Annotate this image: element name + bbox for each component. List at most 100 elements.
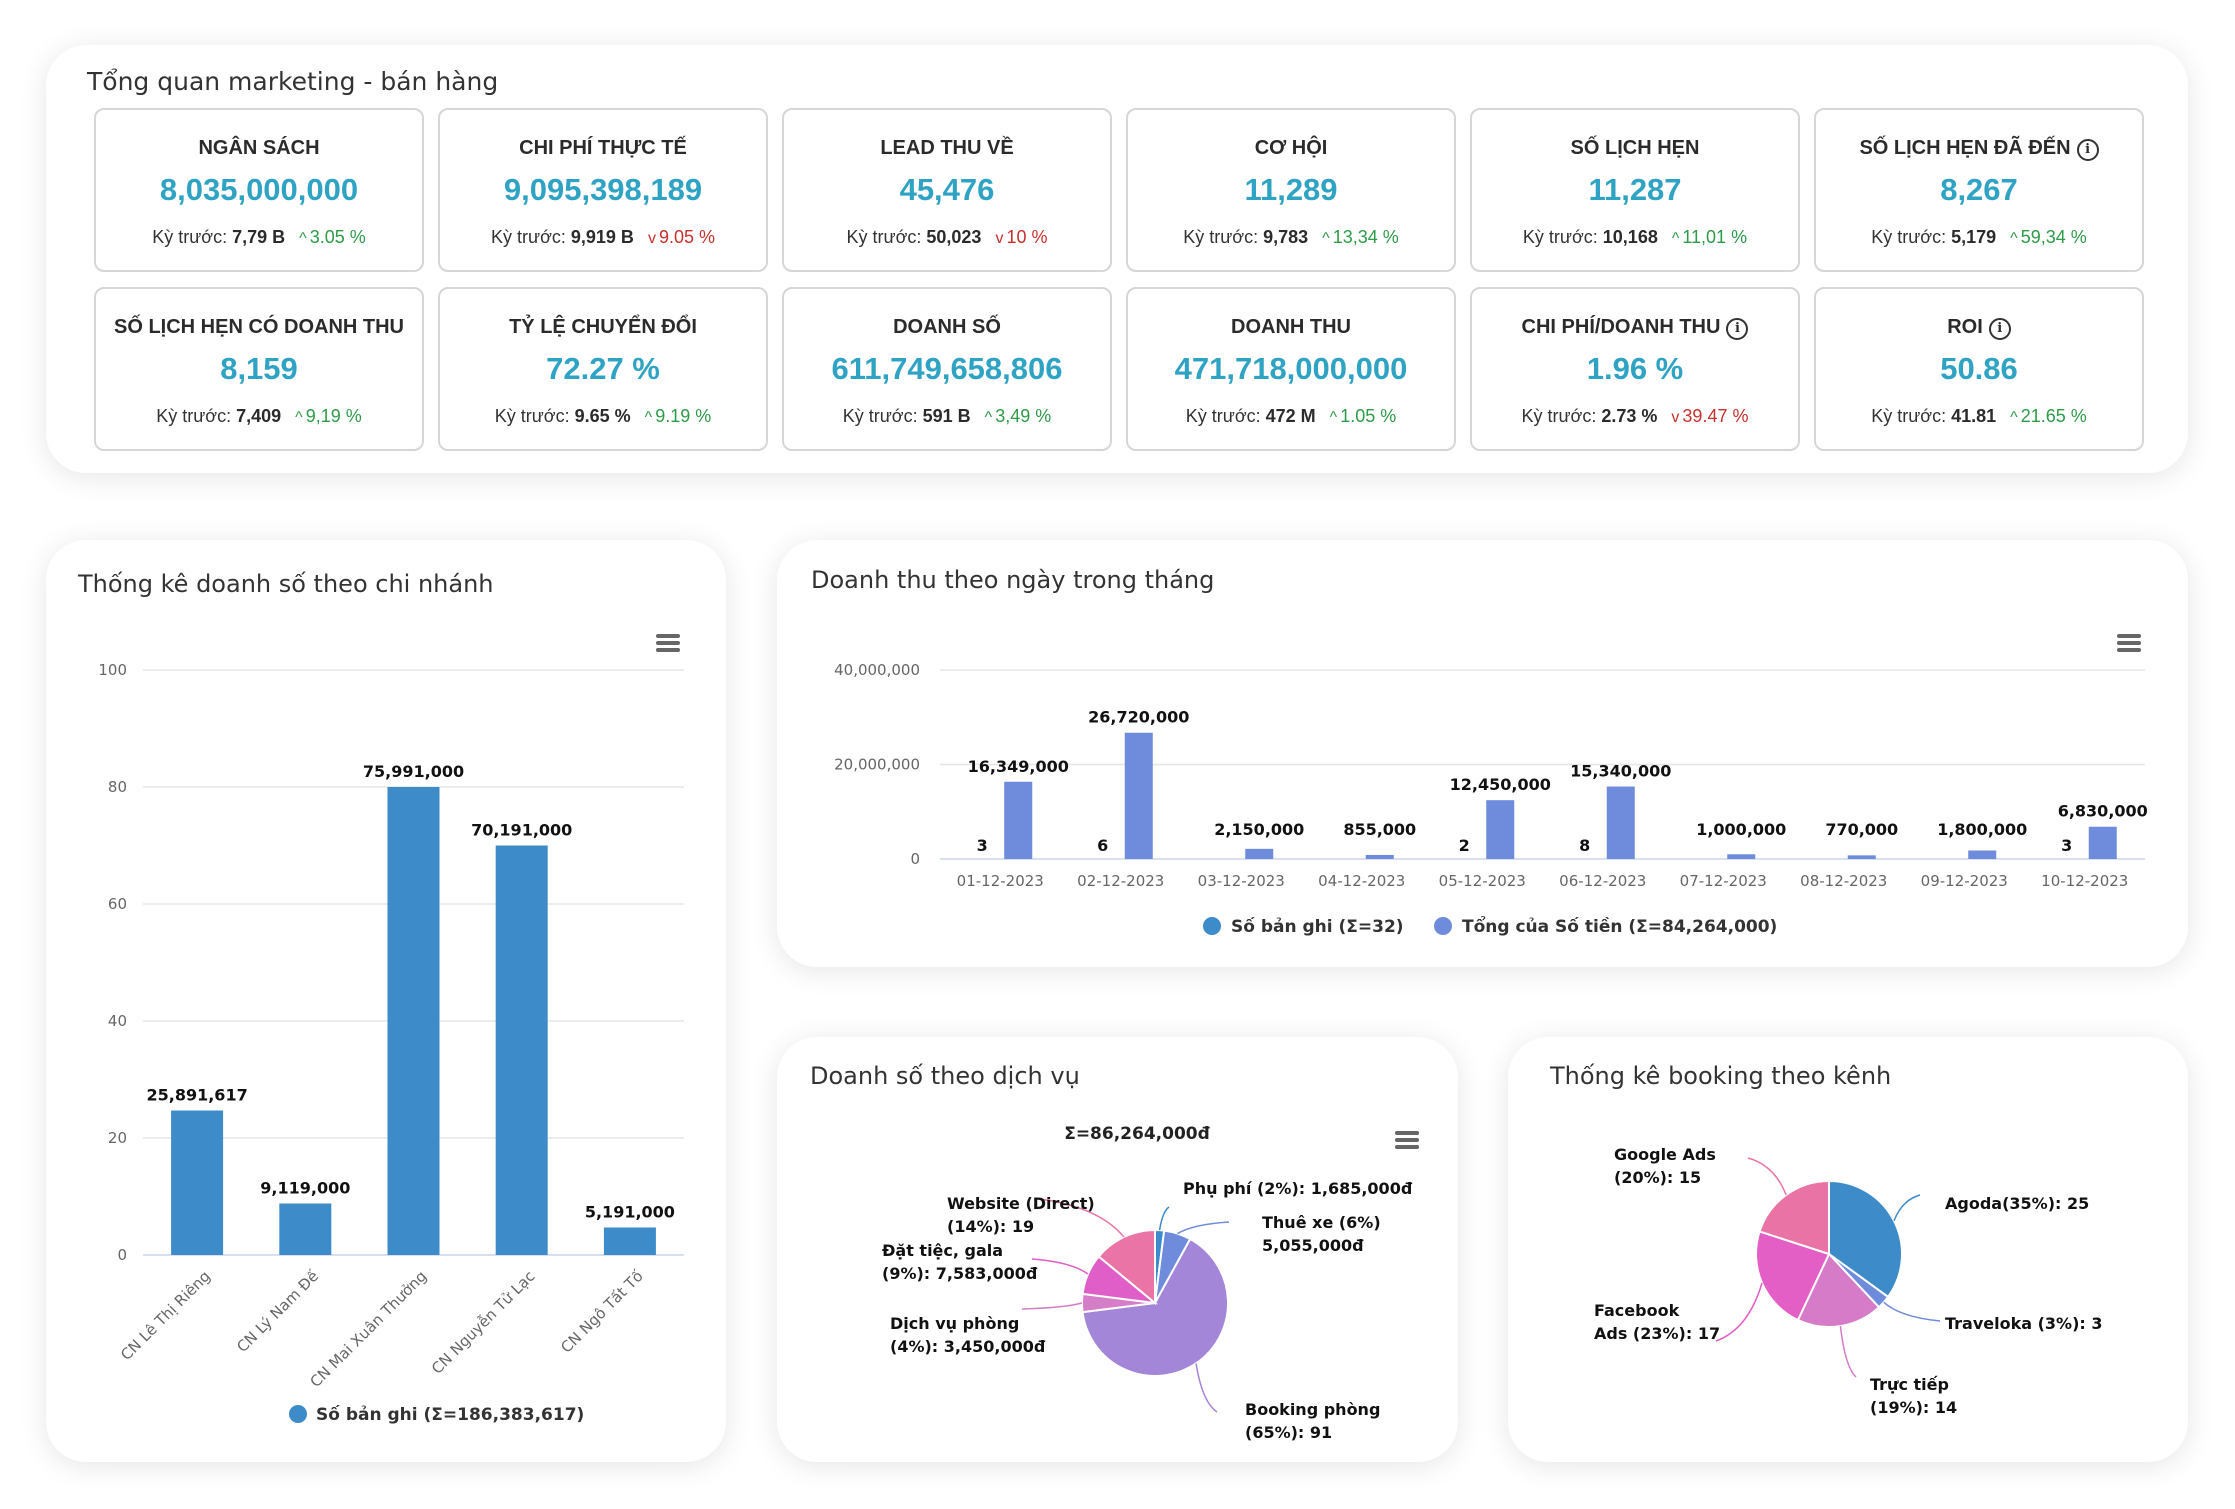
x-tick-label: CN Nguyễn Tử Lạc: [428, 1267, 539, 1378]
kpi-card[interactable]: DOANH SỐ 611,749,658,806 Kỳ trước: 591 B ^ 3…: [782, 287, 1112, 451]
kpi-label-text: NGÂN SÁCH: [198, 137, 320, 159]
amount-data-label: 16,349,000: [968, 757, 1069, 776]
kpi-card[interactable]: CHI PHÍ THỰC TẾ 9,095,398,189 Kỳ trước: 9,…: [438, 108, 768, 272]
trend-change: ^ 3.05 %: [299, 227, 366, 247]
kpi-value: 45,476: [899, 172, 995, 207]
kpi-label: CHI PHÍ THỰC TẾ: [440, 137, 766, 160]
trend-change: ^ 59,34 %: [2010, 227, 2087, 247]
trend-change-value: 39.47 %: [1682, 406, 1749, 426]
daily-revenue-bar-chart: 0 20,000,000 40,000,000 3 16,349,000 01-12-20…: [834, 661, 2148, 937]
service-sales-panel: Doanh số theo dịch vụ Σ=86,264,000đ Phụ p…: [777, 1037, 1458, 1462]
trend-change: ^ 9.19 %: [645, 406, 712, 426]
kpi-card[interactable]: DOANH THU 471,718,000,000 Kỳ trước: 472 M ^…: [1126, 287, 1456, 451]
pie-data-label: (19%): 14: [1870, 1398, 1957, 1417]
pie-data-label: Booking phòng: [1245, 1400, 1380, 1419]
info-icon[interactable]: i: [2076, 139, 2099, 161]
pie-data-label: Facebook: [1594, 1301, 1680, 1320]
info-icon[interactable]: i: [1726, 318, 1749, 340]
kpi-label: NGÂN SÁCH: [96, 137, 422, 160]
trend-change: ^ 3,49 %: [985, 406, 1052, 426]
legend-item: Số bản ghi (Σ=32): [1231, 916, 1404, 937]
amount-bar: [1124, 732, 1153, 859]
y-tick-label: 60: [108, 895, 127, 913]
chevron-up-icon: ^: [1329, 409, 1338, 426]
hamburger-menu-icon[interactable]: [656, 634, 680, 652]
kpi-card[interactable]: SỐ LỊCH HẸN ĐÃ ĐẾN i 8,267 Kỳ trước: 5,179 ^…: [1814, 108, 2144, 272]
pie-data-label: Traveloka (3%): 3: [1945, 1314, 2103, 1333]
kpi-card[interactable]: CHI PHÍ/DOANH THU i 1.96 % Kỳ trước: 2.73 %…: [1470, 287, 1800, 451]
x-tick-label: CN Ngô Tất Tố: [557, 1267, 647, 1357]
kpi-card[interactable]: TỶ LỆ CHUYỂN ĐỔI 72.27 % Kỳ trước: 9.65 % ^…: [438, 287, 768, 451]
previous-period-label: Kỳ trước:: [1871, 227, 1947, 247]
x-tick-label: 08-12-2023: [1800, 872, 1887, 890]
previous-period-value: 591 B: [922, 406, 971, 426]
kpi-label: DOANH THU: [1128, 316, 1454, 339]
bar-data-label: 70,191,000: [471, 821, 572, 840]
kpi-label-text: DOANH THU: [1231, 316, 1351, 338]
overview-panel: Tổng quan marketing - bán hàng NGÂN SÁCH…: [46, 45, 2188, 473]
hamburger-menu-icon[interactable]: [1395, 1131, 1419, 1149]
trend-change: ^ 11,01 %: [1672, 227, 1747, 247]
x-tick-label: 06-12-2023: [1559, 872, 1646, 890]
kpi-previous-period: Kỳ trước: 9.65 % ^ 9.19 %: [440, 406, 766, 427]
amount-bar: [1606, 786, 1635, 859]
kpi-card[interactable]: SỐ LỊCH HẸN CÓ DOANH THU 8,159 Kỳ trước: 7…: [94, 287, 424, 451]
y-tick-label: 0: [910, 850, 920, 868]
kpi-card[interactable]: SỐ LỊCH HẸN 11,287 Kỳ trước: 10,168 ^ 11,01 …: [1470, 108, 1800, 272]
kpi-card[interactable]: LEAD THU VỀ 45,476 Kỳ trước: 50,023 v 10 %: [782, 108, 1112, 272]
previous-period-value: 50,023: [926, 227, 982, 247]
kpi-card[interactable]: CƠ HỘI 11,289 Kỳ trước: 9,783 ^ 13,34 %: [1126, 108, 1456, 272]
pie-total-label: Σ=86,264,000đ: [1064, 1124, 1210, 1144]
kpi-label: CƠ HỘI: [1128, 137, 1454, 160]
connector-line: [1715, 1282, 1763, 1342]
pie-data-label: Agoda(35%): 25: [1945, 1194, 2089, 1213]
trend-change-value: 3,49 %: [995, 406, 1052, 426]
y-tick-label: 40: [108, 1012, 127, 1030]
kpi-value: 1.96 %: [1586, 351, 1684, 386]
previous-period-label: Kỳ trước:: [156, 406, 232, 426]
kpi-label-text: ROI: [1947, 316, 1983, 338]
kpi-previous-period: Kỳ trước: 50,023 v 10 %: [784, 227, 1110, 248]
previous-period-value: 472 M: [1265, 406, 1316, 426]
pie-data-label: Thuê xe (6%): [1262, 1213, 1381, 1232]
kpi-label-text: CHI PHÍ THỰC TẾ: [519, 137, 687, 159]
trend-change: v 9.05 %: [648, 227, 715, 247]
amount-bar: [1004, 781, 1033, 859]
kpi-label-text: SỐ LỊCH HẸN CÓ DOANH THU: [114, 316, 404, 338]
trend-change-value: 13,34 %: [1332, 227, 1399, 247]
bar: [387, 787, 440, 1255]
connector-line: [1158, 1206, 1170, 1231]
pie-data-label: Đặt tiệc, gala: [882, 1241, 1003, 1260]
kpi-value: 9,095,398,189: [503, 172, 703, 207]
booking-pie-chart: Agoda(35%): 25 Traveloka (3%): 3 Trực tiếp…: [1594, 1145, 2103, 1417]
kpi-label: CHI PHÍ/DOANH THU i: [1472, 316, 1798, 340]
kpi-card[interactable]: NGÂN SÁCH 8,035,000,000 Kỳ trước: 7,79 B ^ 3…: [94, 108, 424, 272]
kpi-previous-period: Kỳ trước: 472 M ^ 1.05 %: [1128, 406, 1454, 427]
kpi-value: 8,267: [1940, 172, 2018, 207]
previous-period-value: 10,168: [1602, 227, 1658, 247]
info-icon[interactable]: i: [1988, 318, 2011, 340]
kpi-card[interactable]: ROI i 50.86 Kỳ trước: 41.81 ^ 21.65 %: [1814, 287, 2144, 451]
pie-data-label: Google Ads: [1614, 1145, 1716, 1164]
previous-period-value: 5,179: [1951, 227, 1997, 247]
previous-period-label: Kỳ trước:: [1183, 227, 1259, 247]
legend-item: Số bản ghi (Σ=186,383,617): [316, 1404, 584, 1425]
x-tick-label: 09-12-2023: [1921, 872, 2008, 890]
count-data-label: 3: [2061, 836, 2072, 855]
branch-sales-panel: Thống kê doanh số theo chi nhánh 0 20 40 60…: [46, 540, 726, 1462]
kpi-previous-period: Kỳ trước: 41.81 ^ 21.65 %: [1816, 406, 2142, 427]
y-tick-label: 0: [117, 1246, 127, 1264]
chevron-down-icon: v: [647, 230, 656, 247]
bar: [171, 1110, 224, 1255]
count-data-label: 3: [977, 836, 988, 855]
trend-change-value: 1.05 %: [1340, 406, 1397, 426]
legend-marker: [1434, 917, 1452, 935]
amount-data-label: 770,000: [1825, 820, 1898, 839]
amount-data-label: 6,830,000: [2058, 802, 2148, 821]
trend-change-value: 59,34 %: [2020, 227, 2087, 247]
connector-line: [1883, 1301, 1941, 1322]
kpi-value: 8,159: [220, 351, 298, 386]
hamburger-menu-icon[interactable]: [2117, 634, 2141, 652]
amount-data-label: 26,720,000: [1088, 708, 1189, 727]
amount-bar: [1968, 850, 1997, 859]
